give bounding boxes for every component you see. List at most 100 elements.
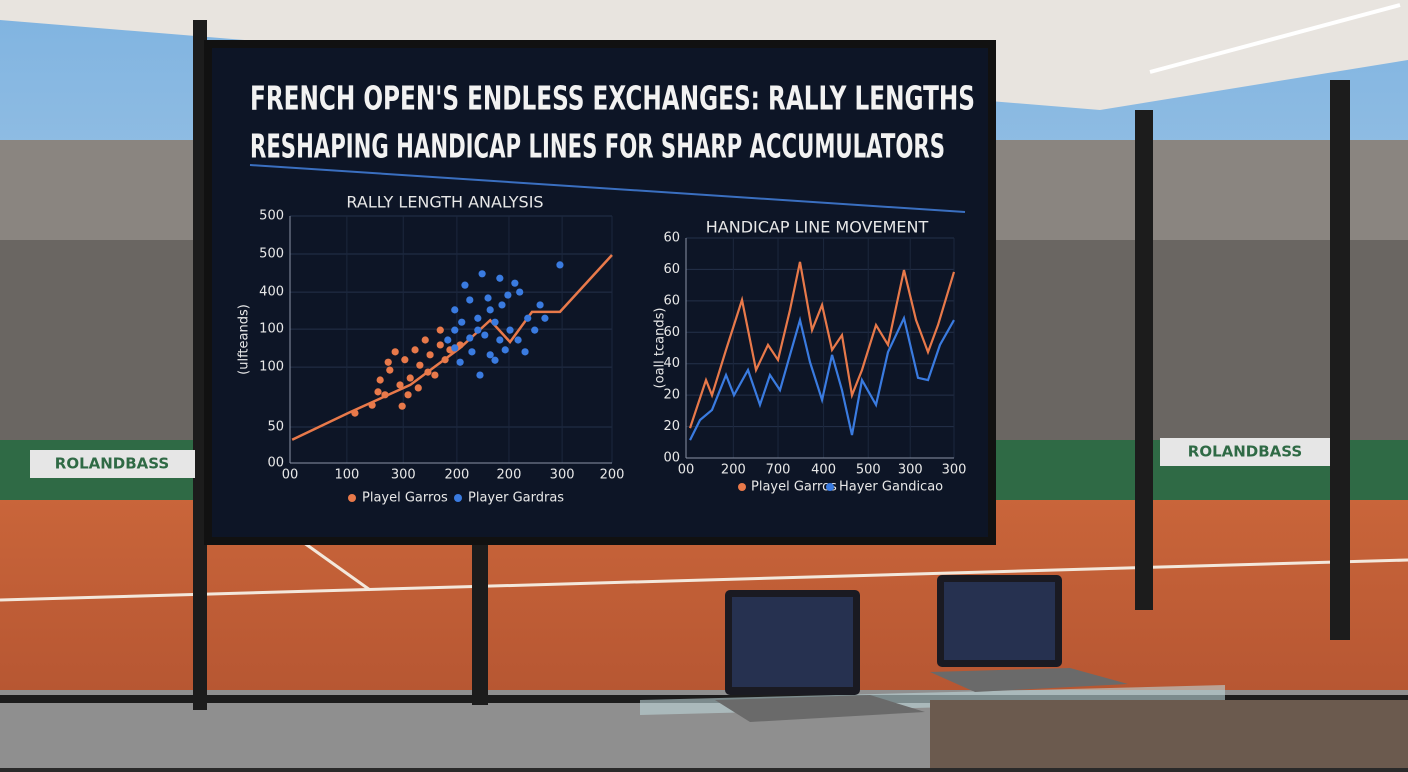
scatter-point xyxy=(484,294,492,302)
scatter-point xyxy=(398,402,406,410)
scatter-point xyxy=(506,326,514,334)
sofa xyxy=(930,700,1408,768)
scatter-point xyxy=(501,346,509,354)
legend-marker xyxy=(738,483,746,491)
scatter-point xyxy=(514,336,522,344)
y-tick-label: 60 xyxy=(663,262,680,277)
laptop xyxy=(930,575,1128,692)
court-line xyxy=(0,558,1408,602)
scatter-point xyxy=(376,376,384,384)
scatter-point xyxy=(368,401,376,409)
x-tick-label: 00 xyxy=(282,468,299,483)
scatter-point xyxy=(374,388,382,396)
scatter-point xyxy=(474,326,482,334)
scatter-point xyxy=(496,274,504,282)
series-line xyxy=(689,314,955,441)
scatter-point xyxy=(456,341,464,349)
divider xyxy=(249,164,966,213)
scatter-point xyxy=(466,296,474,304)
x-tick-label: 200 xyxy=(721,463,746,478)
x-tick-label: 300 xyxy=(898,463,923,478)
y-tick-label: 60 xyxy=(663,231,680,246)
scatter-point xyxy=(466,334,474,342)
x-tick-label: 00 xyxy=(678,463,695,478)
y-tick-label: 60 xyxy=(663,325,680,340)
y-tick-label: 400 xyxy=(259,285,284,300)
scatter-point xyxy=(451,326,459,334)
scatter-point xyxy=(451,344,459,352)
scatter-point xyxy=(504,291,512,299)
y-tick-label: 100 xyxy=(259,360,284,375)
scatter-point xyxy=(458,318,466,326)
y-axis-label: (ulfteands) xyxy=(237,304,252,375)
scatter-point xyxy=(381,391,389,399)
scatter-point xyxy=(481,331,489,339)
scatter-point xyxy=(396,381,404,389)
court-line xyxy=(299,538,371,592)
y-tick-label: 500 xyxy=(259,247,284,262)
scatter-point xyxy=(486,306,494,314)
x-tick-label: 300 xyxy=(942,463,967,478)
scatter-point xyxy=(424,368,432,376)
scatter-point xyxy=(444,336,452,344)
scatter-point xyxy=(411,346,419,354)
scatter-point xyxy=(516,288,524,296)
legend-marker xyxy=(348,494,356,502)
scatter-point xyxy=(536,301,544,309)
y-tick-label: 20 xyxy=(663,388,680,403)
scatter-point xyxy=(491,356,499,364)
y-tick-label: 40 xyxy=(663,356,680,371)
scatter-point xyxy=(524,314,532,322)
x-tick-label: 200 xyxy=(444,468,469,483)
legend-marker xyxy=(454,494,462,502)
scatter-point xyxy=(391,348,399,356)
y-tick-label: 100 xyxy=(259,322,284,337)
scatter-point xyxy=(451,306,459,314)
legend-label: Playel Garros xyxy=(362,491,448,506)
x-tick-label: 100 xyxy=(334,468,359,483)
legend-label: Playel Garros xyxy=(751,480,837,495)
series-line xyxy=(688,261,956,429)
scatter-point xyxy=(386,366,394,374)
scatter-point xyxy=(421,336,429,344)
scatter-point xyxy=(496,336,504,344)
scatter-point xyxy=(456,358,464,366)
scatter-point xyxy=(351,409,359,417)
scatter-point xyxy=(486,351,494,359)
banner-text: ROLANDBASS xyxy=(55,455,169,473)
legend-marker xyxy=(826,483,834,491)
scatter-point xyxy=(384,358,392,366)
scatter-point xyxy=(426,351,434,359)
ceiling-light xyxy=(1149,3,1401,74)
scatter-point xyxy=(404,391,412,399)
y-tick-label: 20 xyxy=(663,419,680,434)
headline: FRENCH OPEN'S ENDLESS EXCHANGES: RALLY L… xyxy=(250,79,975,118)
chart-title: HANDICAP LINE MOVEMENT xyxy=(706,218,929,237)
scatter-point xyxy=(474,314,482,322)
x-tick-label: 700 xyxy=(766,463,791,478)
charts: RALLY LENGTH ANALYSIS (ulfteands) 500 500 40… xyxy=(237,193,967,506)
chart-title: RALLY LENGTH ANALYSIS xyxy=(346,193,543,212)
scatter-point xyxy=(401,356,409,364)
y-tick-label: 60 xyxy=(663,293,680,308)
scatter-point xyxy=(521,348,529,356)
headline: RESHAPING HANDICAP LINES FOR SHARP ACCUM… xyxy=(250,127,945,166)
scatter-point xyxy=(414,384,422,392)
scatter-point xyxy=(491,318,499,326)
y-axis-label: (oall tcands) xyxy=(653,308,668,389)
scatter-point xyxy=(511,279,519,287)
y-tick-label: 50 xyxy=(267,419,284,434)
x-tick-label: 200 xyxy=(600,468,625,483)
scatter-point xyxy=(436,341,444,349)
laptop xyxy=(715,590,925,722)
x-tick-label: 300 xyxy=(550,468,575,483)
scatter-point xyxy=(556,261,564,269)
legend-label: Hayer Gandicao xyxy=(839,480,943,495)
scatter-point xyxy=(461,281,469,289)
legend-label: Player Gardras xyxy=(468,491,564,506)
y-tick-label: 500 xyxy=(259,209,284,224)
banner-text: ROLANDBASS xyxy=(1188,443,1302,461)
scatter-point xyxy=(436,326,444,334)
scatter-point xyxy=(476,371,484,379)
